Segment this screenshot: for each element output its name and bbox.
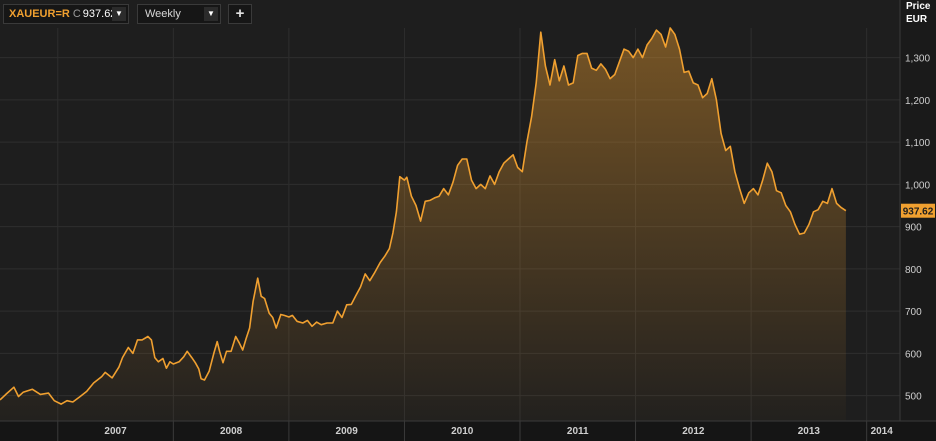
symbol-selector[interactable]: XAUEUR=R C 937.62 ▼: [3, 4, 129, 24]
current-price-label: 937.62: [903, 207, 934, 218]
price-area: [0, 28, 846, 421]
y-tick-label: 900: [905, 223, 922, 234]
chart-toolbar: XAUEUR=R C 937.62 ▼ Weekly ▼ +: [0, 0, 900, 28]
y-tick-labels: 500 600 700 800 900 1,000 1,100 1,200 1,300: [905, 54, 930, 403]
add-symbol-button[interactable]: +: [228, 4, 252, 24]
y-tick-label: 800: [905, 265, 922, 276]
y-tick-label: 1,200: [905, 96, 930, 107]
y-tick-label: 1,300: [905, 54, 930, 65]
close-value: 937.62: [82, 8, 117, 20]
x-tick-label: 2012: [682, 426, 705, 437]
price-axis-title: Price: [906, 1, 931, 12]
y-tick-label: 1,100: [905, 138, 930, 149]
x-tick-label: 2013: [798, 426, 821, 437]
y-tick-label: 700: [905, 307, 922, 318]
y-tick-label: 1,000: [905, 180, 930, 191]
x-tick-label: 2014: [871, 426, 894, 437]
symbol-code: XAUEUR=R: [9, 8, 70, 20]
x-tick-labels: 2007 2008 2009 2010 2011 2012 2013 2014: [57, 421, 894, 441]
chevron-down-icon[interactable]: ▼: [204, 7, 218, 21]
price-area-fill: [0, 28, 846, 421]
x-tick-label: 2010: [451, 426, 474, 437]
y-tick-label: 500: [905, 392, 922, 403]
interval-selector[interactable]: Weekly ▼: [137, 4, 221, 24]
x-tick-label: 2009: [336, 426, 359, 437]
x-tick-label: 2011: [567, 426, 589, 437]
x-tick-label: 2007: [104, 426, 127, 437]
time-axis: [0, 420, 936, 441]
y-tick-label: 600: [905, 349, 922, 360]
price-axis: Price EUR: [899, 0, 936, 441]
x-tick-label: 2008: [220, 426, 243, 437]
chevron-down-icon[interactable]: ▼: [112, 7, 126, 21]
price-line-layer: [0, 27, 847, 405]
close-label: C: [72, 8, 81, 20]
current-price-badge: 937.62: [901, 203, 935, 218]
current-price-marker: [901, 203, 935, 218]
currency-label: EUR: [906, 14, 928, 25]
interval-label: Weekly: [145, 8, 181, 20]
price-line: [0, 27, 847, 405]
plus-icon: +: [235, 5, 245, 22]
